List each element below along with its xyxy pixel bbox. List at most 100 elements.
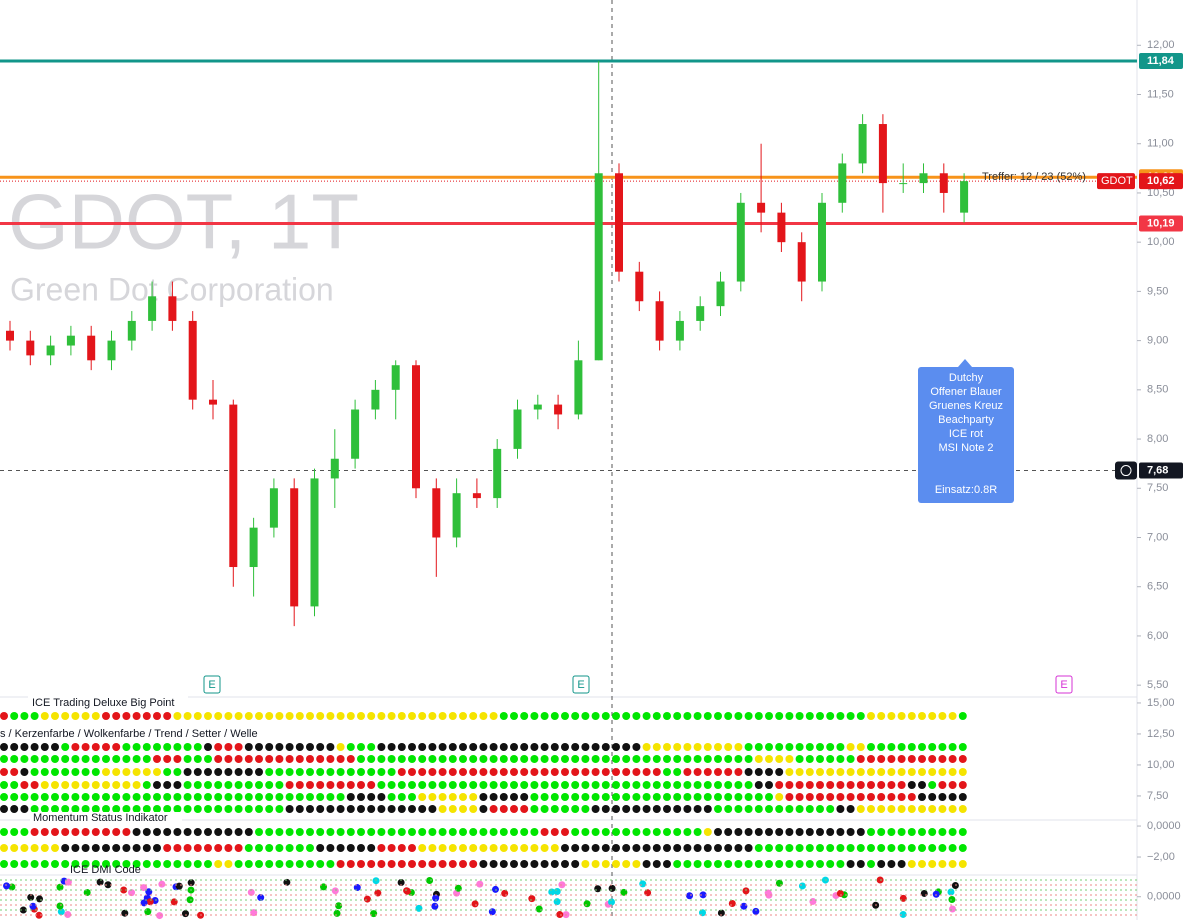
indicator-dot xyxy=(948,743,957,751)
indicator-dot xyxy=(295,793,304,801)
indicator-dot xyxy=(479,860,488,868)
indicator-dot xyxy=(836,768,845,776)
indicator-dot xyxy=(938,805,947,813)
indicator-dot xyxy=(897,844,906,852)
indicator-dot xyxy=(510,712,518,720)
level-label-bg xyxy=(1139,173,1183,190)
indicator-dot xyxy=(928,781,937,789)
indicator-dot xyxy=(724,743,733,751)
indicator-dot xyxy=(40,860,49,868)
indicator-dot xyxy=(163,743,172,751)
indicator-dot xyxy=(856,755,865,763)
level-label: 11,84 xyxy=(1147,55,1175,67)
indicator-dot xyxy=(408,860,416,868)
indicator-dot xyxy=(867,860,875,868)
dmi-dot xyxy=(283,878,291,886)
level-label: 10,19 xyxy=(1147,217,1175,229)
indicator-dot xyxy=(673,755,682,763)
indicator-dot xyxy=(377,755,386,763)
indicator-dot xyxy=(520,860,529,868)
indicator-dot xyxy=(652,781,661,789)
indicator-dot xyxy=(336,860,345,868)
dmi-dot xyxy=(809,897,817,905)
indicator-dot xyxy=(275,860,284,868)
indicator-dot xyxy=(346,743,355,751)
indicator-dot xyxy=(907,781,916,789)
indicator-dot xyxy=(265,793,274,801)
indicator-dot xyxy=(438,860,447,868)
indicator-dot xyxy=(714,755,722,763)
indicator-dot xyxy=(275,712,284,720)
indicator-dot xyxy=(377,844,386,852)
indicator-dot xyxy=(846,768,855,776)
indicator-dot xyxy=(836,743,845,751)
indicator-dot xyxy=(581,712,590,720)
indicator-dot xyxy=(642,768,651,776)
indicator-dot xyxy=(652,860,661,868)
indicator-dot xyxy=(928,755,937,763)
indicator-dot xyxy=(306,805,314,813)
indicator-dot xyxy=(163,768,172,776)
dmi-dot xyxy=(64,910,72,918)
indicator-dot xyxy=(938,743,947,751)
indicator-dot xyxy=(918,793,926,801)
indicator-dot xyxy=(601,844,610,852)
indicator-dot xyxy=(703,768,712,776)
indicator-dot xyxy=(887,781,896,789)
indicator-dot xyxy=(826,828,835,836)
indicator-dot xyxy=(642,743,651,751)
indicator-dot xyxy=(448,860,457,868)
dmi-dot xyxy=(488,908,496,916)
indicator-dot xyxy=(550,743,559,751)
indicator-dot xyxy=(826,805,835,813)
indicator-dot xyxy=(265,781,274,789)
indicator-dot xyxy=(244,844,253,852)
indicator-dot xyxy=(10,781,19,789)
indicator-dot xyxy=(714,793,722,801)
indicator-dot xyxy=(204,712,212,720)
indicator-dot xyxy=(489,793,498,801)
indicator-dot xyxy=(724,755,733,763)
indicator-dot xyxy=(163,755,172,763)
indicator-dot xyxy=(856,805,865,813)
indicator-dot xyxy=(387,712,396,720)
indicator-dot xyxy=(877,755,886,763)
dmi-dot xyxy=(156,912,164,920)
level-label: 10,62 xyxy=(1147,175,1175,187)
indicator-dot xyxy=(571,860,580,868)
indicator-dot xyxy=(224,844,233,852)
indicator-dot xyxy=(336,712,345,720)
indicator-dot xyxy=(693,743,702,751)
indicator-dot xyxy=(887,805,896,813)
indicator-dot xyxy=(459,860,467,868)
indicator-dot xyxy=(571,755,580,763)
indicator-dot xyxy=(40,755,49,763)
candle-body xyxy=(6,330,14,341)
indicator-dot xyxy=(520,844,529,852)
indicator-dot xyxy=(673,768,682,776)
indicator-dot xyxy=(10,828,19,836)
dmi-dot xyxy=(19,906,27,914)
indicator-dot xyxy=(561,844,569,852)
indicator-dot xyxy=(102,805,110,813)
indicator-dot xyxy=(734,805,743,813)
candle-body xyxy=(574,360,583,415)
indicator-dot xyxy=(448,805,457,813)
indicator-dot xyxy=(224,805,233,813)
indicator-dot xyxy=(214,828,223,836)
indicator-dot xyxy=(877,828,886,836)
indicator-dot xyxy=(642,805,651,813)
indicator-dot xyxy=(724,793,733,801)
indicator-dot xyxy=(724,844,733,852)
indicator-dot xyxy=(938,828,947,836)
indicator-dot xyxy=(601,805,610,813)
indicator-dot xyxy=(469,793,478,801)
indicator-dot xyxy=(316,781,325,789)
indicator-dot xyxy=(81,755,90,763)
indicator-dot xyxy=(265,712,274,720)
indicator-dot xyxy=(499,755,508,763)
indicator-dot xyxy=(591,805,600,813)
indicator-dot xyxy=(153,828,161,836)
indicator-dot xyxy=(571,805,580,813)
indicator-dot xyxy=(479,768,488,776)
